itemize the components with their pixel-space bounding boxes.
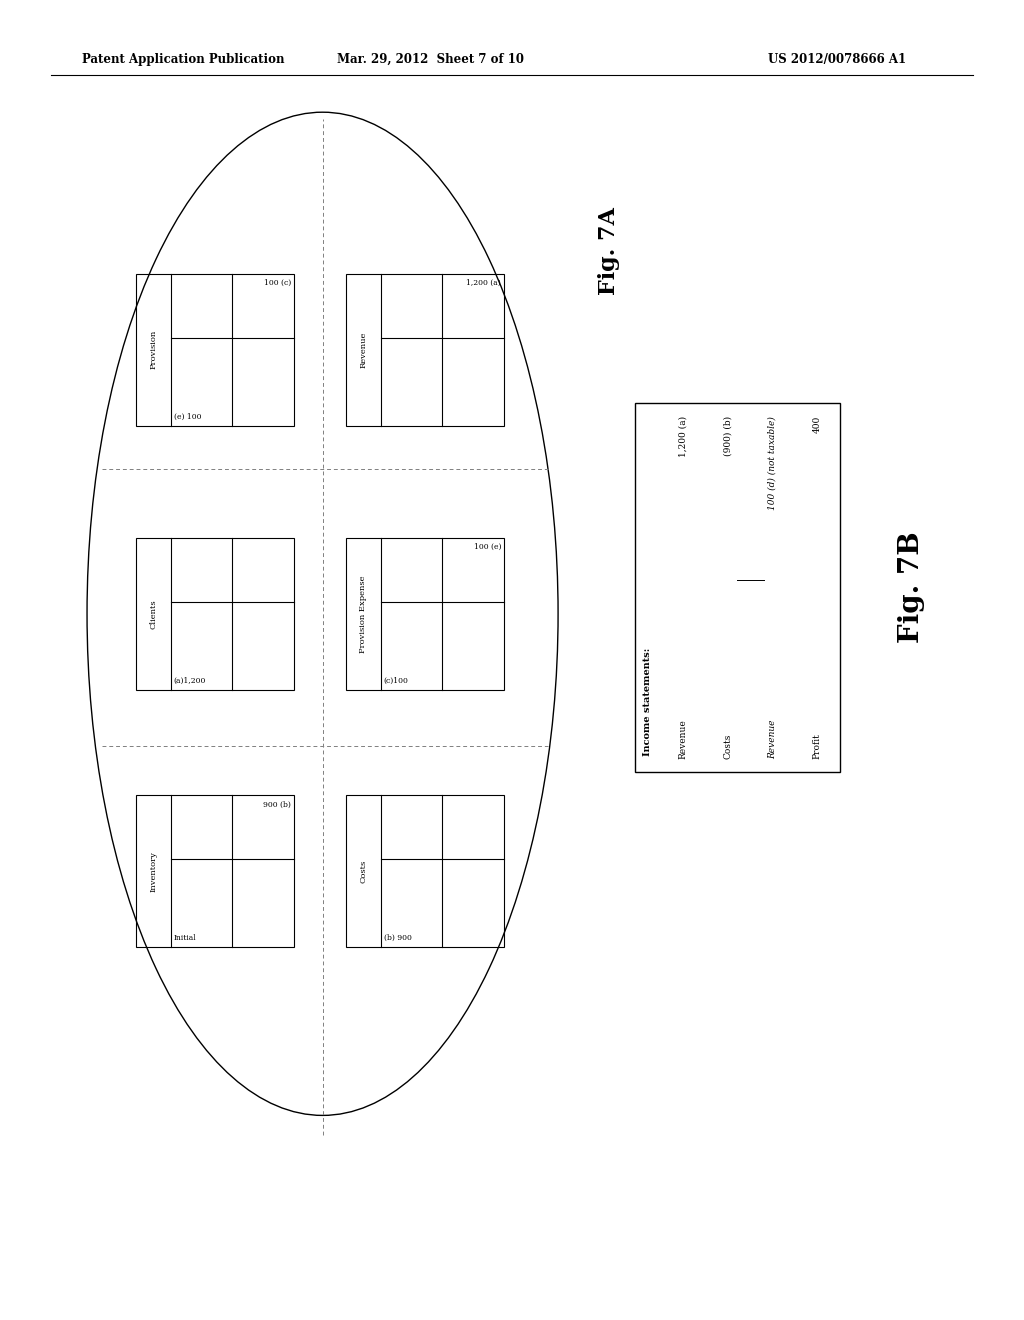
Text: (b) 900: (b) 900 [384,933,412,942]
Bar [345,539,504,689]
Text: Fig. 7A: Fig. 7A [598,207,621,294]
Text: 400: 400 [813,416,822,433]
Text: (e) 100: (e) 100 [174,412,201,420]
Text: (900) (b): (900) (b) [723,416,732,455]
Text: 100 (c): 100 (c) [264,280,291,288]
Text: (a)1,200: (a)1,200 [174,676,206,684]
Text: Revenue: Revenue [678,719,687,759]
Text: 1,200 (a): 1,200 (a) [467,280,501,288]
Bar [345,795,504,948]
Text: Provision Expense: Provision Expense [359,576,367,652]
Bar [635,403,840,772]
Text: Revenue: Revenue [768,719,777,759]
Text: Patent Application Publication: Patent Application Publication [82,53,285,66]
Text: Revenue: Revenue [359,331,367,368]
Text: Profit: Profit [813,733,822,759]
Bar [135,275,295,425]
Text: 900 (b): 900 (b) [263,800,291,809]
Text: Mar. 29, 2012  Sheet 7 of 10: Mar. 29, 2012 Sheet 7 of 10 [337,53,523,66]
Text: 100 (e): 100 (e) [474,544,501,552]
Text: Clients: Clients [150,599,157,628]
Text: 1,200 (a): 1,200 (a) [678,416,687,457]
Text: Provision: Provision [150,330,157,370]
Text: Initial: Initial [174,933,197,942]
Text: Inventory: Inventory [150,851,157,891]
Text: Fig. 7B: Fig. 7B [898,532,925,643]
Text: US 2012/0078666 A1: US 2012/0078666 A1 [768,53,906,66]
Bar [135,539,295,689]
Text: Costs: Costs [723,734,732,759]
Bar [135,795,295,948]
Bar [345,275,504,425]
Text: Income statements:: Income statements: [643,648,652,756]
Text: 100 (d) (not taxable): 100 (d) (not taxable) [768,416,777,510]
Text: (c)100: (c)100 [384,676,409,684]
Text: Costs: Costs [359,859,367,883]
